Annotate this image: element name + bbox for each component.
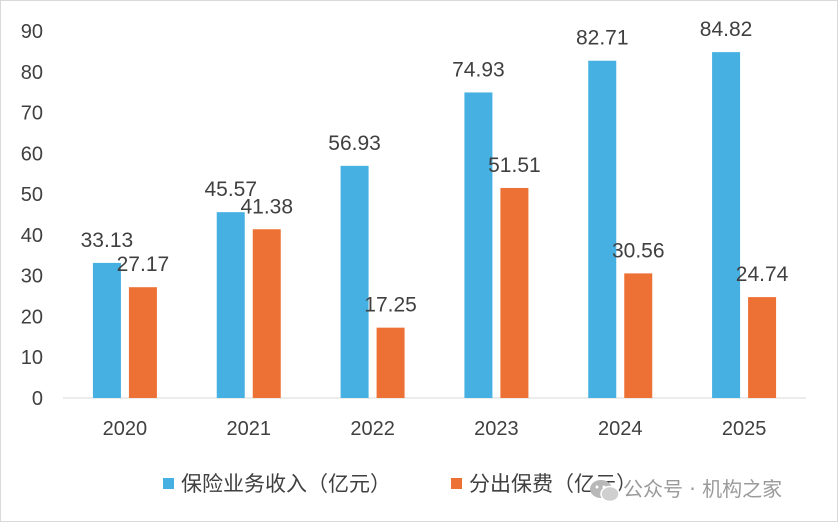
legend-swatch	[163, 478, 174, 489]
x-tick-label: 2024	[598, 418, 643, 440]
data-label: 33.13	[81, 229, 134, 252]
data-label: 82.71	[576, 27, 629, 50]
bar-ceded-2023	[500, 187, 529, 398]
x-tick-label: 2023	[474, 418, 519, 440]
bar-revenue-2023	[464, 92, 493, 398]
data-label: 24.74	[736, 263, 789, 286]
data-label: 30.56	[612, 239, 665, 262]
data-label: 56.93	[328, 132, 381, 155]
x-tick-label: 2020	[103, 418, 148, 440]
wechat-icon	[590, 480, 620, 503]
data-labels: 33.13 45.57 56.93 74.93 82.71 84.82 27.17 41.38…	[81, 18, 789, 317]
data-label: 41.38	[240, 195, 293, 218]
bar-revenue-2022	[340, 165, 369, 398]
axes: 0 10 20 30 40 50 60 70 80 90 2020 2021 2022 2023 2024 2…	[21, 21, 806, 440]
watermark: 公众号 · 机构之家	[590, 477, 782, 503]
y-tick-label: 0	[32, 388, 43, 410]
y-tick-label: 40	[21, 225, 43, 247]
y-tick-label: 20	[21, 306, 43, 328]
bar-ceded-2025	[748, 297, 777, 398]
y-tick-label: 90	[21, 21, 43, 43]
legend-label: 保险业务收入（亿元）	[181, 472, 391, 496]
data-label: 17.25	[364, 294, 417, 317]
bar-ceded-2024	[624, 273, 653, 398]
data-label: 51.51	[488, 154, 541, 177]
bar-revenue-2025	[712, 52, 741, 398]
y-tick-label: 80	[21, 62, 43, 84]
watermark-text: 公众号 · 机构之家	[623, 477, 782, 501]
bar-ceded-2020	[128, 287, 157, 398]
bar-ceded-2021	[252, 229, 281, 398]
bar-revenue-2020	[92, 262, 121, 398]
x-tick-label: 2022	[350, 418, 395, 440]
data-label: 84.82	[700, 18, 753, 41]
legend: 保险业务收入（亿元） 分出保费（亿元）	[163, 472, 637, 496]
bars	[92, 52, 777, 399]
legend-swatch	[451, 478, 462, 489]
data-label: 45.57	[204, 178, 257, 201]
x-tick-label: 2025	[722, 418, 767, 440]
y-tick-label: 30	[21, 266, 43, 288]
bar-revenue-2021	[216, 212, 245, 398]
bar-ceded-2022	[376, 327, 405, 398]
bar-revenue-2024	[588, 60, 617, 399]
data-label: 74.93	[452, 58, 505, 81]
y-tick-label: 10	[21, 347, 43, 369]
y-tick-label: 70	[21, 103, 43, 125]
y-tick-label: 50	[21, 184, 43, 206]
x-tick-label: 2021	[227, 418, 272, 440]
data-label: 27.17	[117, 253, 170, 276]
y-tick-label: 60	[21, 143, 43, 165]
